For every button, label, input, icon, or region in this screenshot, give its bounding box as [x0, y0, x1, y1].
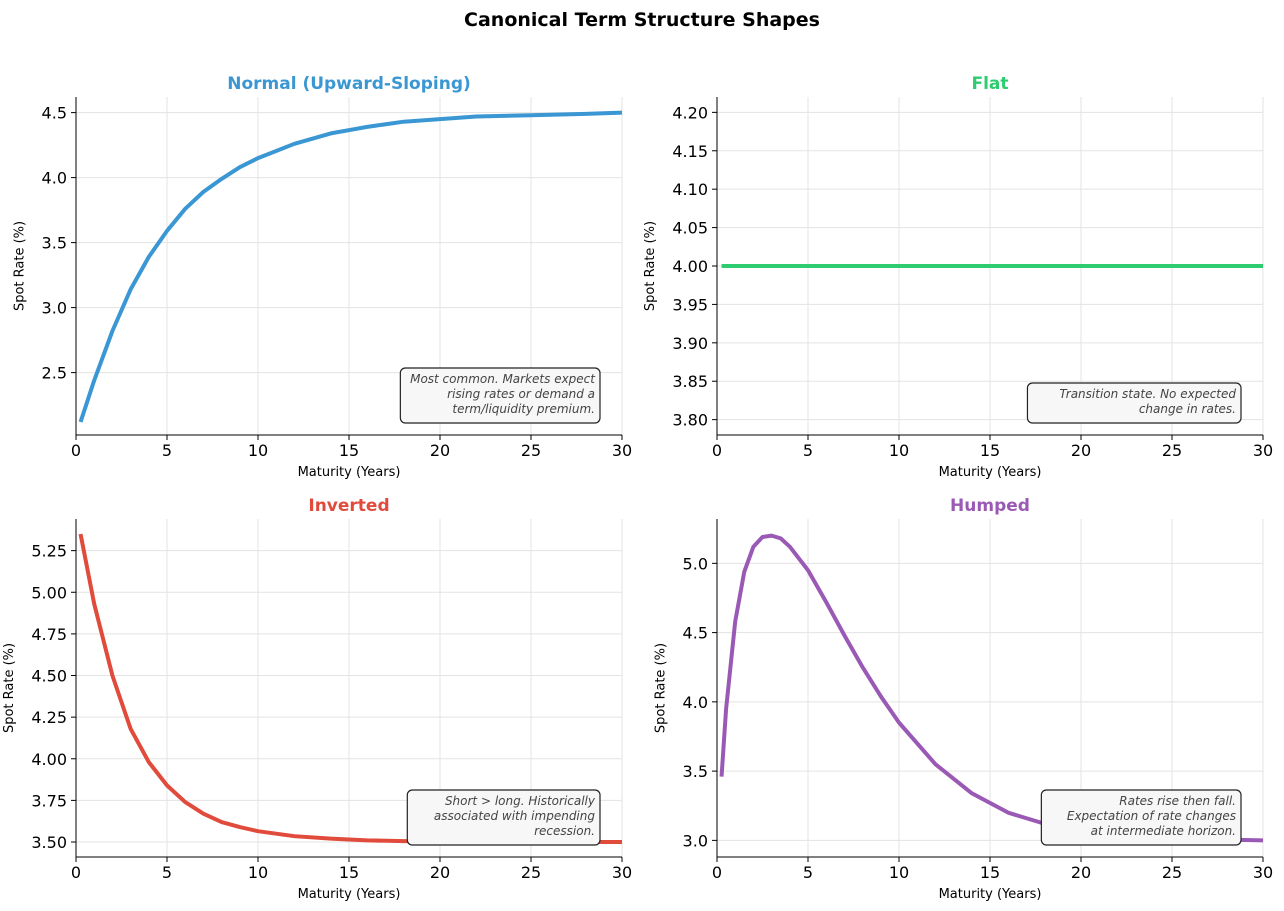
panel-title: Humped: [950, 496, 1030, 516]
chart-humped: 0 5 10 15 20 25 30 3.0 3.5 4.0 4.5 5.0 Humped Maturit…: [653, 496, 1273, 902]
y-tick-label: 3.0: [42, 299, 67, 318]
x-tick-label: 20: [1071, 441, 1091, 460]
annotation-box: Short > long. Historically associated wit…: [406, 789, 601, 846]
x-axis-label: Maturity (Years): [298, 465, 401, 480]
y-tick-label: 4.0: [683, 693, 708, 712]
y-tick-label: 4.5: [42, 104, 67, 123]
x-tick-label: 30: [1253, 441, 1273, 460]
y-tick-label: 3.50: [31, 833, 67, 852]
x-tick-label: 10: [889, 441, 909, 460]
y-axis-label: Spot Rate (%): [2, 643, 17, 733]
x-axis-label: Maturity (Years): [939, 465, 1042, 480]
x-tick-label: 25: [1162, 863, 1182, 882]
y-tick-label: 4.00: [672, 257, 708, 276]
figure-title: Canonical Term Structure Shapes: [464, 9, 820, 31]
annotation-frame: [399, 367, 601, 424]
y-tick-label: 4.20: [672, 103, 708, 122]
y-tick-label: 3.95: [672, 295, 708, 314]
y-tick-label: 4.25: [31, 708, 67, 727]
x-tick-label: 15: [980, 441, 1000, 460]
y-tick-label: 5.25: [31, 542, 67, 561]
chart-panels: 0 5 10 15 20 25 30 2.5 3.0 3.5 4.0 4.5 Normal (Upwar…: [2, 74, 1273, 902]
y-tick-label: 3.75: [31, 791, 67, 810]
x-tick-label: 20: [1071, 863, 1091, 882]
y-tick-label: 4.00: [31, 750, 67, 769]
annotation-text: Short > long. Historically associated wit…: [434, 794, 596, 838]
chart-normal-upward-sloping: 0 5 10 15 20 25 30 2.5 3.0 3.5 4.0 4.5 Normal (Upwar…: [12, 74, 632, 480]
annotation-text: Rates rise then fall. Expectation of rate…: [1067, 794, 1236, 838]
x-tick-label: 20: [430, 863, 450, 882]
x-tick-label: 30: [612, 863, 632, 882]
y-tick-label: 3.90: [672, 334, 708, 353]
x-tick-label: 30: [1253, 863, 1273, 882]
y-tick-label: 2.5: [42, 364, 67, 383]
x-tick-label: 20: [430, 441, 450, 460]
x-tick-label: 0: [712, 441, 722, 460]
y-tick-label: 4.5: [683, 624, 708, 643]
y-tick-label: 4.75: [31, 625, 67, 644]
annotation-frame: [406, 789, 601, 846]
x-tick-label: 5: [803, 441, 813, 460]
panel-title: Inverted: [308, 496, 389, 516]
y-tick-label: 4.15: [672, 142, 708, 161]
x-tick-label: 5: [803, 863, 813, 882]
x-tick-label: 30: [612, 441, 632, 460]
x-tick-label: 25: [521, 441, 541, 460]
y-axis-label: Spot Rate (%): [643, 221, 658, 311]
annotation-box: Rates rise then fall. Expectation of rate…: [1040, 789, 1242, 846]
y-tick-label: 3.5: [42, 234, 67, 253]
x-tick-label: 25: [521, 863, 541, 882]
x-tick-label: 0: [71, 863, 81, 882]
x-tick-label: 0: [71, 441, 81, 460]
x-tick-label: 15: [339, 441, 359, 460]
x-tick-label: 15: [339, 863, 359, 882]
x-axis-label: Maturity (Years): [939, 887, 1042, 902]
y-tick-label: 4.10: [672, 180, 708, 199]
x-tick-label: 10: [248, 863, 268, 882]
annotation-text: Transition state. No expected change in r…: [1059, 387, 1236, 416]
chart-inverted: 0 5 10 15 20 25 30 3.50 3.75 4.00 4.25 4.50 4.75 5.00…: [2, 496, 632, 902]
y-tick-label: 3.80: [672, 411, 708, 430]
x-tick-label: 10: [248, 441, 268, 460]
annotation-frame: [1026, 382, 1242, 424]
y-tick-label: 4.50: [31, 667, 67, 686]
series-line-normal: [78, 110, 623, 423]
x-tick-label: 10: [889, 863, 909, 882]
x-tick-label: 25: [1162, 441, 1182, 460]
annotation-box: Transition state. No expected change in r…: [1026, 382, 1242, 424]
y-tick-label: 3.0: [683, 831, 708, 850]
x-tick-label: 0: [712, 863, 722, 882]
annotation-frame: [1040, 789, 1242, 846]
y-tick-label: 4.05: [672, 219, 708, 238]
y-tick-label: 3.85: [672, 372, 708, 391]
y-tick-label: 5.0: [683, 554, 708, 573]
y-axis-label: Spot Rate (%): [12, 221, 27, 311]
panel-title: Normal (Upward-Sloping): [227, 74, 471, 94]
chart-flat: 0 5 10 15 20 25 30 3.80 3.85 3.90 3.95 4.00 4.05 4.10…: [643, 74, 1273, 480]
annotation-box: Most common. Markets expect rising rates …: [399, 367, 601, 424]
annotation-text: Most common. Markets expect rising rates …: [410, 372, 596, 416]
panel-title: Flat: [971, 74, 1008, 94]
x-axis-label: Maturity (Years): [298, 887, 401, 902]
x-tick-label: 15: [980, 863, 1000, 882]
y-tick-label: 5.00: [31, 583, 67, 602]
x-tick-label: 5: [162, 441, 172, 460]
y-tick-label: 3.5: [683, 762, 708, 781]
y-axis-label: Spot Rate (%): [653, 643, 668, 733]
y-tick-label: 4.0: [42, 169, 67, 188]
x-tick-label: 5: [162, 863, 172, 882]
